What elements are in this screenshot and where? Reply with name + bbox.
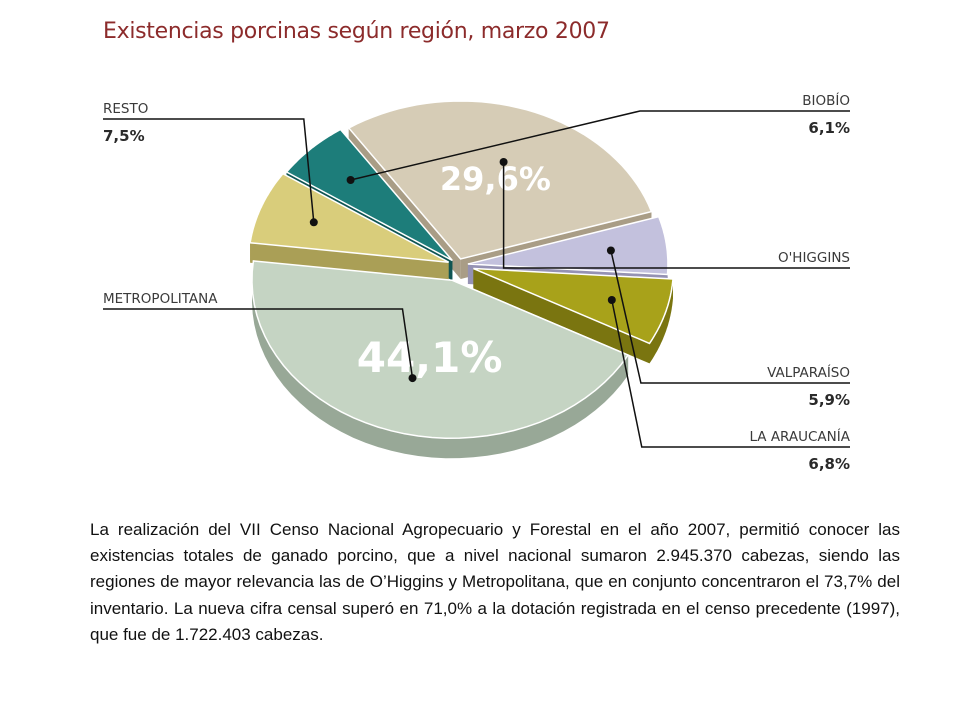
callout-label-o-higgins: O'HIGGINS <box>778 250 850 266</box>
pie-value-label-metropolitana: 44,1% <box>357 333 503 382</box>
callout-value-valparaiso: 5,9% <box>808 391 850 409</box>
callout-line-la-araucania <box>611 299 850 448</box>
chart-title: Existencias porcinas según región, marzo… <box>103 19 610 44</box>
pie-slice-side-resto <box>250 242 449 283</box>
callout-line-biobio <box>350 110 850 181</box>
pie-chart: 29,6% 44,1% O'HIGGINS VALPARAÍSO 5,9% LA ARA… <box>103 92 851 473</box>
callout-line-valparaiso <box>610 250 850 384</box>
callout-label-la-araucania: LA ARAUCANÍA <box>749 428 850 445</box>
callout-value-biobio: 6,1% <box>808 119 850 137</box>
callout-line-metropolitana <box>103 308 414 379</box>
pie-slice-side-la-araucania <box>473 268 650 364</box>
pie-slice-resto <box>249 172 449 263</box>
pie-callouts: O'HIGGINS VALPARAÍSO 5,9% LA ARAUCANÍA 6,8% M… <box>103 92 851 473</box>
callout-label-metropolitana: METROPOLITANA <box>103 291 218 307</box>
callout-line-o-higgins <box>502 162 850 269</box>
callout-value-resto: 7,5% <box>103 127 145 145</box>
callout-line-resto <box>103 118 315 223</box>
callout-value-la-araucania: 6,8% <box>808 455 850 473</box>
callout-label-valparaiso: VALPARAÍSO <box>767 364 850 381</box>
pie-slice-o-higgins <box>347 100 653 260</box>
pie-slices: 29,6% 44,1% <box>249 100 674 439</box>
callout-label-resto: RESTO <box>103 101 148 117</box>
pie-value-label-o-higgins: 29,6% <box>440 160 551 198</box>
pie-slice-side-la-araucania <box>649 279 673 364</box>
pie-slice-biobio <box>285 128 453 262</box>
pie-slice-metropolitana <box>251 260 630 439</box>
body-paragraph: La realización del VII Censo Nacional Ag… <box>90 520 900 644</box>
pie-slice-valparaiso <box>467 215 669 276</box>
callout-label-biobio: BIOBÍO <box>802 92 850 109</box>
pie-slice-la-araucania <box>473 267 674 345</box>
